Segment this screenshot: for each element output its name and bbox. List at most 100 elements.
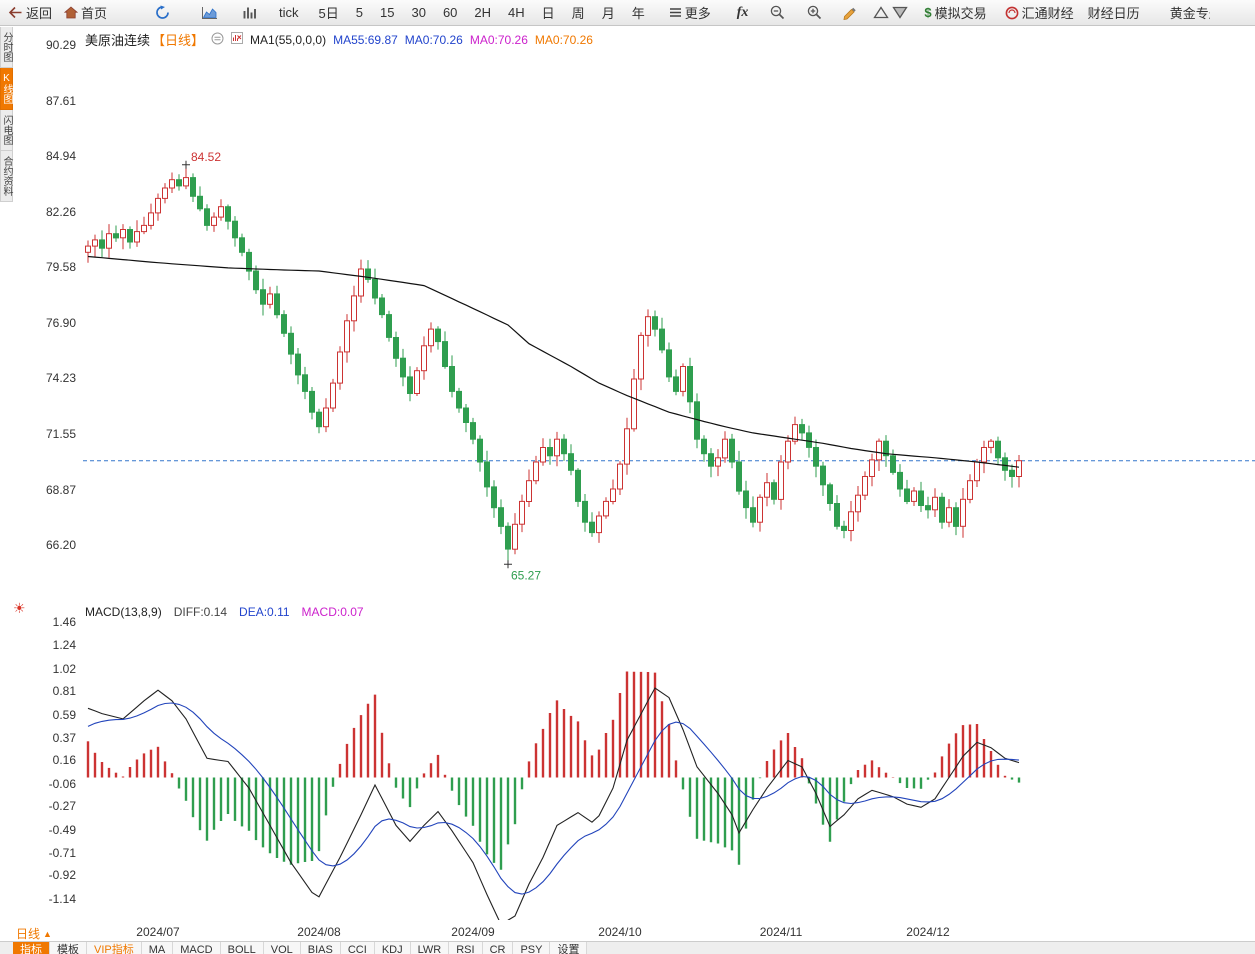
toolbar-interval-5d-label: 5日 [318,6,339,21]
price-axis-label: 74.23 [45,371,76,385]
toolbar-home-button[interactable]: 首页 [64,3,107,22]
toolbar-more-label: 更多 [684,6,711,21]
indicator-tab-boll[interactable]: BOLL [220,942,264,954]
main-chart-canvas[interactable]: 84.52 65.27 [0,26,1255,926]
toolbar-gold-label: 黄金专题 [1169,6,1210,21]
macd-axis-label: 1.24 [52,638,76,652]
indicator-tab-kdj[interactable]: KDJ [374,942,411,954]
toolbar-interval-5-label: 5 [355,5,363,20]
indicator-tab-macd[interactable]: MACD [173,942,221,954]
period-selector[interactable]: 日线 ▲ [16,925,52,942]
toolbar-interval-tick-label: tick [279,5,299,20]
toolbar-chart-style-button[interactable] [201,6,218,20]
toolbar-interval-30-button[interactable]: 30 [411,5,425,20]
toolbar-sim-trade-button[interactable]: $ 模拟交易 [924,3,986,22]
toolbar-interval-60-button[interactable]: 60 [443,5,457,20]
home-icon [64,6,79,19]
zoom-out-icon [770,5,785,20]
indicator-tab-settings[interactable]: 设置 [550,942,588,954]
price-axis-label: 68.87 [45,483,76,497]
zoom-in-icon [807,5,822,20]
sidebar-tab-K线图[interactable]: K线图 [0,68,13,110]
macd-axis-label: -0.49 [48,823,76,837]
triangle-down-icon [892,6,909,19]
toolbar-volume-style-button[interactable] [242,6,257,20]
toolbar-overlay-down-button[interactable] [892,6,909,19]
top-toolbar: 返回 首页 tick 5日 5 15 30 60 2H 4H 日 周 月 年 更多 fx $ 模拟交易 汇通财经 财经… [0,0,1255,26]
period-label: 【日线】 [152,33,205,48]
chart-type-sidebar: 分时图 K线图 闪电图 合约资料 [0,27,13,202]
period-selector-label: 日线 [16,927,41,941]
toolbar-huitong-finance-button[interactable]: 汇通财经 [1005,3,1074,22]
toolbar-home-label: 首页 [81,6,108,21]
toolbar-sim-trade-label: 模拟交易 [934,6,987,21]
toolbar-zoom-out-button[interactable] [770,5,785,20]
macd-axis-label: 1.02 [52,662,76,676]
dea-line [87,702,1020,895]
macd-diff-value: DIFF:0.14 [173,605,228,619]
toolbar-interval-year-label: 年 [631,6,645,21]
toolbar-interval-day-label: 日 [541,6,555,21]
macd-axis-label: 0.37 [52,731,76,745]
macd-plot [86,671,1021,920]
macd-dea-value: DEA:0.11 [239,605,290,619]
toolbar-zoom-in-button[interactable] [807,5,822,20]
sidebar-tab-分时图[interactable]: 分时图 [0,27,13,68]
indicator-tab-ma[interactable]: MA [141,942,174,954]
toolbar-interval-month-button[interactable]: 月 [602,3,615,22]
ma0-value-1: MA0:70.26 [404,32,463,47]
indicator-sun-icon[interactable]: ☀ [13,600,26,616]
toolbar-back-button[interactable]: 返回 [8,3,52,22]
price-axis-label: 66.20 [45,538,76,552]
toolbar-interval-60-label: 60 [442,5,458,20]
price-axis-label: 71.55 [45,427,76,441]
refresh-icon [155,5,171,20]
price-axis-label: 84.94 [45,149,76,163]
macd-axis-label: 0.59 [52,708,76,722]
toolbar-formula-button[interactable]: fx [737,5,749,21]
toolbar-interval-2h-button[interactable]: 2H [474,5,491,20]
chart-legend: 美原油连续 【日线】 MA1(55,0,0,0) MA55:69.87 MA0:7… [85,30,593,49]
indicator-tab-cci[interactable]: CCI [340,942,375,954]
indicator-tab-bias[interactable]: BIAS [300,942,341,954]
toolbar-interval-week-label: 周 [571,6,585,21]
indicator-tab-indicators[interactable]: 指标 [13,942,50,954]
sidebar-tab-闪电图[interactable]: 闪电图 [0,110,13,151]
toolbar-interval-4h-button[interactable]: 4H [508,5,525,20]
toolbar-interval-year-button[interactable]: 年 [632,3,645,22]
indicator-tab-cr[interactable]: CR [482,942,514,954]
sidebar-tab-合约资料[interactable]: 合约资料 [0,151,13,202]
toolbar-interval-day-button[interactable]: 日 [542,3,555,22]
high-cross-icon [182,160,190,169]
time-axis-label: 2024/12 [906,925,950,939]
indicator-tab-vip[interactable]: VIP指标 [87,942,142,954]
toolbar-interval-5d-button[interactable]: 5日 [319,3,339,22]
indicator-tab-psy[interactable]: PSY [513,942,551,954]
toolbar-overlay-up-button[interactable] [873,6,890,19]
toolbar-draw-button[interactable] [842,5,857,20]
link-icon[interactable] [211,32,224,48]
toolbar-interval-5-button[interactable]: 5 [356,5,363,20]
indicator-tab-lwr[interactable]: LWR [410,942,450,954]
low-price-label: 65.27 [511,568,541,582]
time-axis-label: 2024/08 [297,925,341,939]
toolbar-huitong-finance-label: 汇通财经 [1021,6,1074,21]
toolbar-interval-15-button[interactable]: 15 [380,5,394,20]
toolbar-refresh-button[interactable] [155,5,171,20]
toolbar-gold-button[interactable]: 黄金专题 [1170,3,1210,22]
toolbar-interval-4h-label: 4H [508,5,525,20]
indicator-tab-vol[interactable]: VOL [263,942,301,954]
toolbar-more-button[interactable]: 更多 [669,3,711,22]
up-triangle-icon: ▲ [43,928,52,939]
toolbar-econ-calendar-button[interactable]: 财经日历 [1088,3,1140,22]
indicator-close-icon[interactable] [231,32,244,47]
logo-icon [1005,6,1019,20]
area-chart-icon [201,6,218,20]
indicator-tab-templates[interactable]: 模板 [50,942,87,954]
indicator-tab-rst[interactable]: RSI [449,942,483,954]
price-axis-label: 76.90 [45,316,76,330]
toolbar-econ-calendar-label: 财经日历 [1087,6,1140,21]
toolbar-interval-tick-button[interactable]: tick [279,5,299,20]
toolbar-interval-week-button[interactable]: 周 [572,3,585,22]
macd-macd-value: MACD:0.07 [301,605,364,619]
